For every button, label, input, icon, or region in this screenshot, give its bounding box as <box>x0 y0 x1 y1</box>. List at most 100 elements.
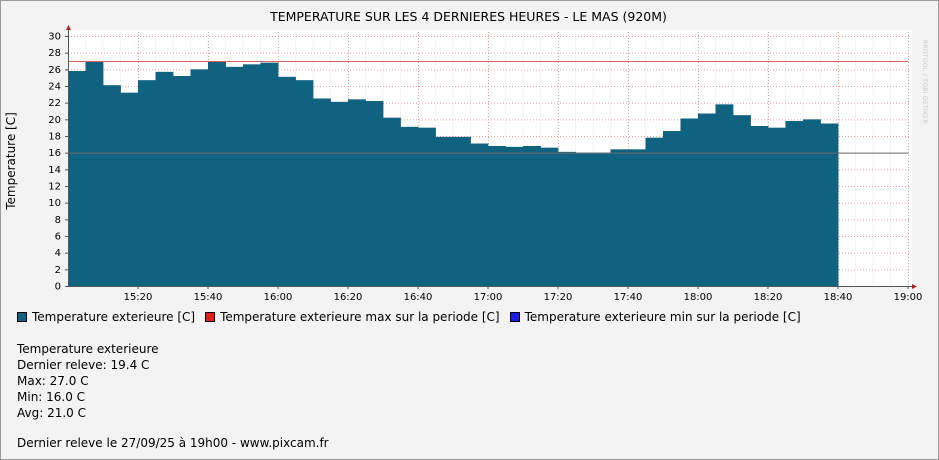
temperature-bar <box>138 80 156 287</box>
temperature-bar <box>488 146 506 286</box>
legend-label: Temperature exterieure [C] <box>32 310 196 324</box>
temperature-bar <box>120 92 139 287</box>
x-tick-label: 18:00 <box>684 292 713 300</box>
y-axis-label: Temperature [C] <box>4 112 18 211</box>
temperature-bar <box>628 149 646 286</box>
y-tick-label: 24 <box>48 82 61 93</box>
temperature-bar <box>663 131 681 286</box>
temperature-bar <box>645 137 664 286</box>
temperature-bar <box>278 76 296 286</box>
temperature-bar <box>750 126 769 286</box>
x-tick-label: 16:20 <box>334 292 363 300</box>
temperature-bar <box>190 69 209 286</box>
temperature-bar <box>365 101 384 286</box>
x-tick-label: 15:40 <box>194 292 223 300</box>
temperature-bar <box>260 62 279 286</box>
temperature-bar <box>155 71 174 286</box>
stats-max: Max: 27.0 C <box>17 374 89 388</box>
temperature-bar <box>400 126 419 286</box>
x-tick-labels: 15:20 15:40 16:00 16:20 16:40 17:00 17:20 17:40… <box>124 292 923 300</box>
y-tick-label: 22 <box>48 98 61 109</box>
temperature-bar <box>610 149 629 286</box>
temperature-bar <box>85 61 104 286</box>
temperature-bar <box>313 98 331 286</box>
temperature-bar <box>715 104 734 286</box>
stats-heading: Temperature exterieure <box>17 342 159 356</box>
x-tick-label: 17:40 <box>614 292 643 300</box>
temperature-bar <box>225 66 244 286</box>
temperature-bar <box>103 85 121 287</box>
y-tick-label: 8 <box>55 215 61 226</box>
y-tick-label: 12 <box>48 182 61 193</box>
y-tick-label: 6 <box>55 232 61 243</box>
temperature-bar <box>523 146 541 286</box>
temperature-bar <box>348 99 366 286</box>
temperature-bar <box>383 117 401 287</box>
legend-swatch <box>205 312 216 322</box>
stats-avg: Avg: 21.0 C <box>17 406 86 420</box>
watermark: RRDTOOL / TOBI OETIKER <box>921 40 928 124</box>
y-tick-label: 30 <box>48 32 61 43</box>
x-tick-label: 17:20 <box>544 292 573 300</box>
y-tick-label: 10 <box>48 198 61 209</box>
x-axis-arrow <box>912 284 917 289</box>
temperature-bar <box>803 119 821 286</box>
temperature-bar <box>68 71 86 286</box>
temperature-bar <box>698 113 716 286</box>
legend-label: Temperature exterieure min sur la period… <box>524 310 801 324</box>
y-tick-label: 18 <box>48 132 61 143</box>
x-tick-label: 16:40 <box>404 292 433 300</box>
stats-last: Dernier releve: 19.4 C <box>17 358 150 372</box>
temperature-area <box>68 61 839 287</box>
temperature-bar <box>505 146 524 286</box>
temperature-bar <box>558 151 576 286</box>
y-tick-label: 20 <box>48 115 61 126</box>
temperature-bar <box>418 127 436 287</box>
temperature-bar <box>733 115 751 287</box>
reference-lines <box>68 61 908 154</box>
x-tick-label: 18:20 <box>754 292 783 300</box>
stats-min: Min: 16.0 C <box>17 390 86 404</box>
x-tick-label: 15:20 <box>124 292 153 300</box>
temperature-bar <box>785 121 804 286</box>
legend-item-max: Temperature exterieure max sur la period… <box>205 310 500 324</box>
x-tick-label: 18:40 <box>824 292 853 300</box>
legend-label: Temperature exterieure max sur la period… <box>220 310 500 324</box>
y-tick-label: 4 <box>55 248 61 259</box>
chart-title: TEMPERATURE SUR LES 4 DERNIERES HEURES -… <box>270 9 667 24</box>
legend-swatch <box>509 312 520 322</box>
temperature-bar <box>540 147 559 286</box>
y-axis-arrow <box>66 25 71 30</box>
temperature-bar <box>330 101 349 286</box>
stats-block: Temperature exterieure Dernier releve: 1… <box>17 341 159 421</box>
legend-swatch <box>17 312 27 322</box>
temperature-bar <box>680 118 699 286</box>
temperature-bar <box>593 152 611 286</box>
legend-item-temperature: Temperature exterieure [C] <box>17 310 195 324</box>
temperature-bar <box>173 76 191 286</box>
temperature-bar <box>243 64 261 286</box>
y-tick-label: 28 <box>48 48 61 59</box>
temperature-bar <box>768 127 786 287</box>
x-tick-label: 16:00 <box>264 292 293 300</box>
legend: Temperature exterieure [C] Temperature e… <box>17 310 811 324</box>
legend-item-min: Temperature exterieure min sur la period… <box>509 310 801 324</box>
temperature-bar <box>435 136 454 286</box>
temperature-bar <box>295 80 314 287</box>
y-tick-label: 0 <box>55 282 61 293</box>
x-tick-label: 17:00 <box>474 292 503 300</box>
axes <box>65 25 917 289</box>
x-tick-label: 19:00 <box>894 292 923 300</box>
footer-text: Dernier releve le 27/09/25 à 19h00 - www… <box>17 436 329 450</box>
y-tick-label: 16 <box>48 148 61 159</box>
temperature-bar <box>820 123 839 286</box>
y-tick-label: 14 <box>48 165 61 176</box>
temperature-bar <box>453 136 471 286</box>
temperature-bar <box>575 152 594 286</box>
y-tick-label: 26 <box>48 65 61 76</box>
temperature-bar <box>208 61 226 286</box>
y-tick-label: 2 <box>55 265 61 276</box>
temperature-bar <box>470 143 489 286</box>
